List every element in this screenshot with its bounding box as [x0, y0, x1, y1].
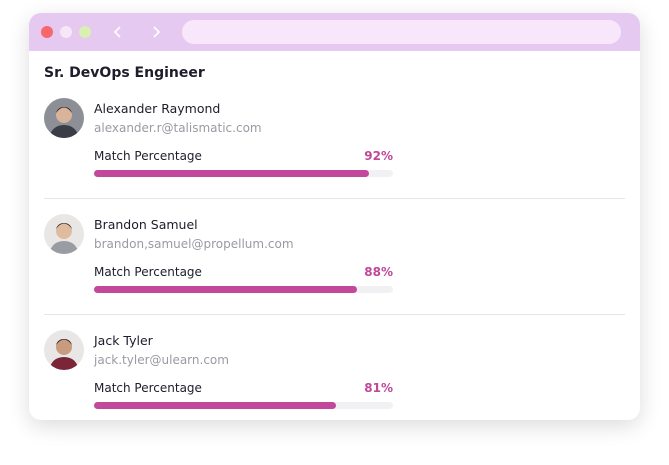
candidate-name: Jack Tyler — [94, 333, 153, 348]
minimize-button[interactable] — [60, 26, 72, 38]
forward-button[interactable] — [149, 25, 163, 39]
avatar-image — [49, 339, 79, 370]
match-label: Match Percentage — [94, 381, 202, 395]
match-percentage: 92% — [364, 149, 393, 163]
candidate-email: brandon,samuel@propellum.com — [94, 237, 294, 251]
match-percentage: 88% — [364, 265, 393, 279]
title-bar — [29, 13, 640, 51]
avatar-image — [49, 223, 79, 254]
match-bar — [94, 286, 358, 293]
match-percentage: 81% — [364, 381, 393, 395]
job-title: Sr. DevOps Engineer — [44, 65, 205, 81]
match-label: Match Percentage — [94, 149, 202, 163]
avatar-image — [49, 107, 79, 138]
match-bar — [94, 170, 370, 177]
match-bar — [94, 402, 337, 409]
avatar — [44, 98, 84, 138]
candidate-email: alexander.r@talismatic.com — [94, 121, 262, 135]
avatar — [44, 214, 84, 254]
divider — [44, 198, 625, 199]
back-button[interactable] — [111, 25, 125, 39]
candidate-name: Brandon Samuel — [94, 217, 198, 232]
match-track — [94, 286, 393, 293]
match-track — [94, 402, 393, 409]
match-label: Match Percentage — [94, 265, 202, 279]
match-track — [94, 170, 393, 177]
avatar — [44, 330, 84, 370]
candidate-email: jack.tyler@ulearn.com — [94, 353, 229, 367]
candidate-name: Alexander Raymond — [94, 101, 221, 116]
divider — [44, 314, 625, 315]
maximize-button[interactable] — [79, 26, 91, 38]
address-bar[interactable] — [182, 20, 621, 44]
close-button[interactable] — [41, 26, 53, 38]
browser-window: Sr. DevOps Engineer Alexander Raymond ale… — [29, 13, 640, 420]
